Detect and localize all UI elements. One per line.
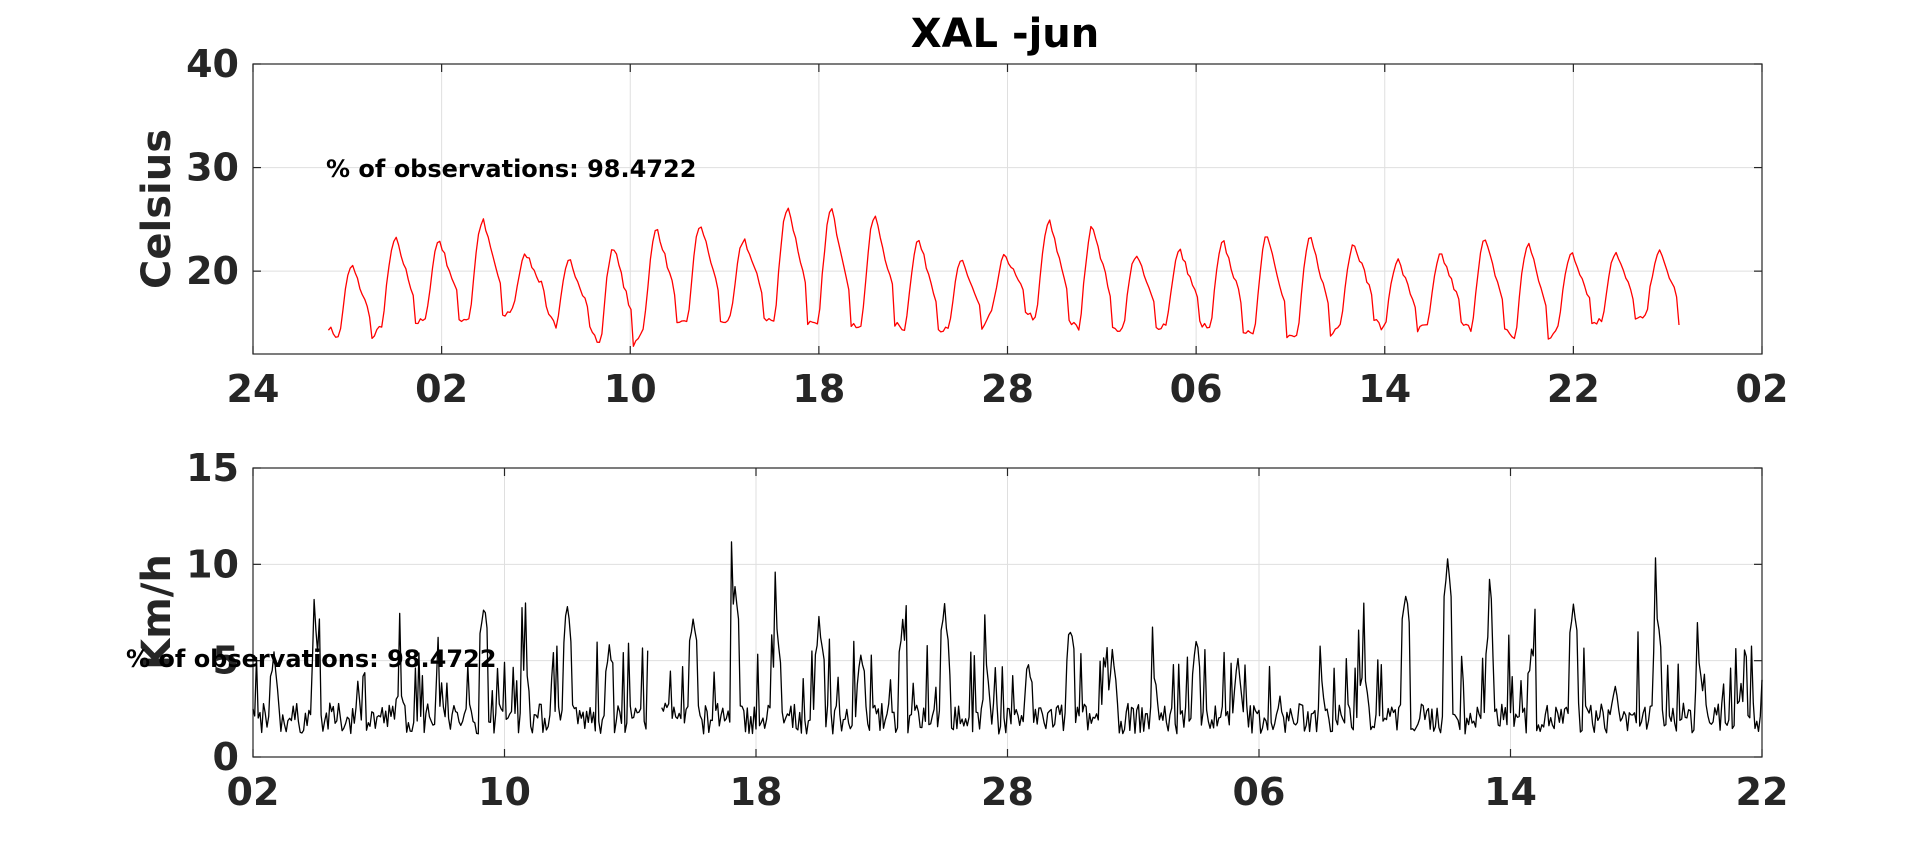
wind-series-layer: [252, 541, 1763, 735]
x-tick-label: 22: [1736, 770, 1789, 814]
x-tick-label: 14: [1484, 770, 1537, 814]
x-tick-label: 22: [1547, 367, 1600, 411]
wind-y-axis-label: Km/h: [134, 554, 180, 670]
wind-ticks: 02 10 18 28 06 14 22 0 5 10 15: [186, 446, 1788, 814]
wind-series-line: [252, 541, 1763, 735]
temperature-ticks: 24 02 10 18 28 06 14 22 02 20 30 40: [186, 42, 1788, 411]
figure-title: XAL -jun: [911, 11, 1099, 57]
x-tick-label: 28: [981, 367, 1034, 411]
x-tick-label: 24: [227, 367, 280, 411]
y-tick-label: 0: [213, 735, 239, 779]
x-tick-label: 10: [604, 367, 657, 411]
temperature-panel: 24 02 10 18 28 06 14 22 02 20 30 40 Celsius % of ob…: [134, 42, 1788, 411]
x-tick-label: 14: [1358, 367, 1411, 411]
temperature-series-layer: [327, 207, 1680, 347]
y-tick-label: 10: [186, 542, 239, 586]
y-tick-label: 5: [213, 639, 239, 683]
x-tick-label: 06: [1233, 770, 1286, 814]
x-tick-label: 02: [227, 770, 280, 814]
x-tick-label: 18: [730, 770, 783, 814]
temperature-series-line: [327, 207, 1680, 347]
temperature-observations-annotation: % of observations: 98.4722: [326, 155, 696, 183]
x-tick-label: 02: [1736, 367, 1789, 411]
x-tick-label: 10: [478, 770, 531, 814]
x-tick-label: 06: [1170, 367, 1223, 411]
y-tick-label: 15: [186, 446, 239, 490]
temperature-y-axis-label: Celsius: [134, 129, 180, 289]
y-tick-label: 30: [186, 146, 239, 190]
x-tick-label: 02: [415, 367, 468, 411]
y-tick-label: 40: [186, 42, 239, 86]
wind-observations-annotation: % of observations: 98.4722: [126, 645, 496, 673]
x-tick-label: 28: [981, 770, 1034, 814]
temperature-grid: [253, 64, 1762, 354]
x-tick-label: 18: [792, 367, 845, 411]
y-tick-label: 20: [186, 249, 239, 293]
wind-panel: 02 10 18 28 06 14 22 0 5 10 15 Km/h % of observati…: [126, 446, 1788, 814]
